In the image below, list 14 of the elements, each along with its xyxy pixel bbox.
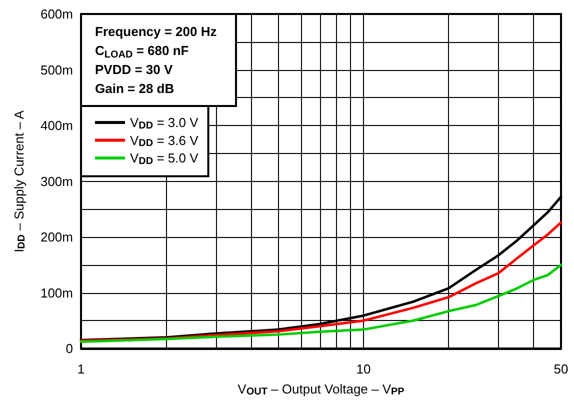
y-tick-label: 100m [40, 285, 73, 300]
annotation: Gain = 28 dB [95, 81, 174, 96]
y-tick-label: 500m [40, 62, 73, 78]
y-tick-label: 200m [40, 230, 73, 244]
annotation: Frequency = 200 Hz [95, 24, 218, 39]
y-tick-label: 0 [66, 341, 73, 356]
x-tick-label: 10 [356, 362, 371, 376]
x-tick-label: 50 [554, 362, 568, 376]
y-tick-label: 300m [40, 174, 73, 189]
y-tick-label: 400m [40, 118, 73, 133]
y-axis-title: IDD – Supply Current – A [11, 110, 28, 252]
annotation: PVDD = 30 V [95, 62, 174, 77]
x-tick-label: 1 [77, 362, 85, 376]
y-tick-label: 600m [40, 6, 73, 22]
